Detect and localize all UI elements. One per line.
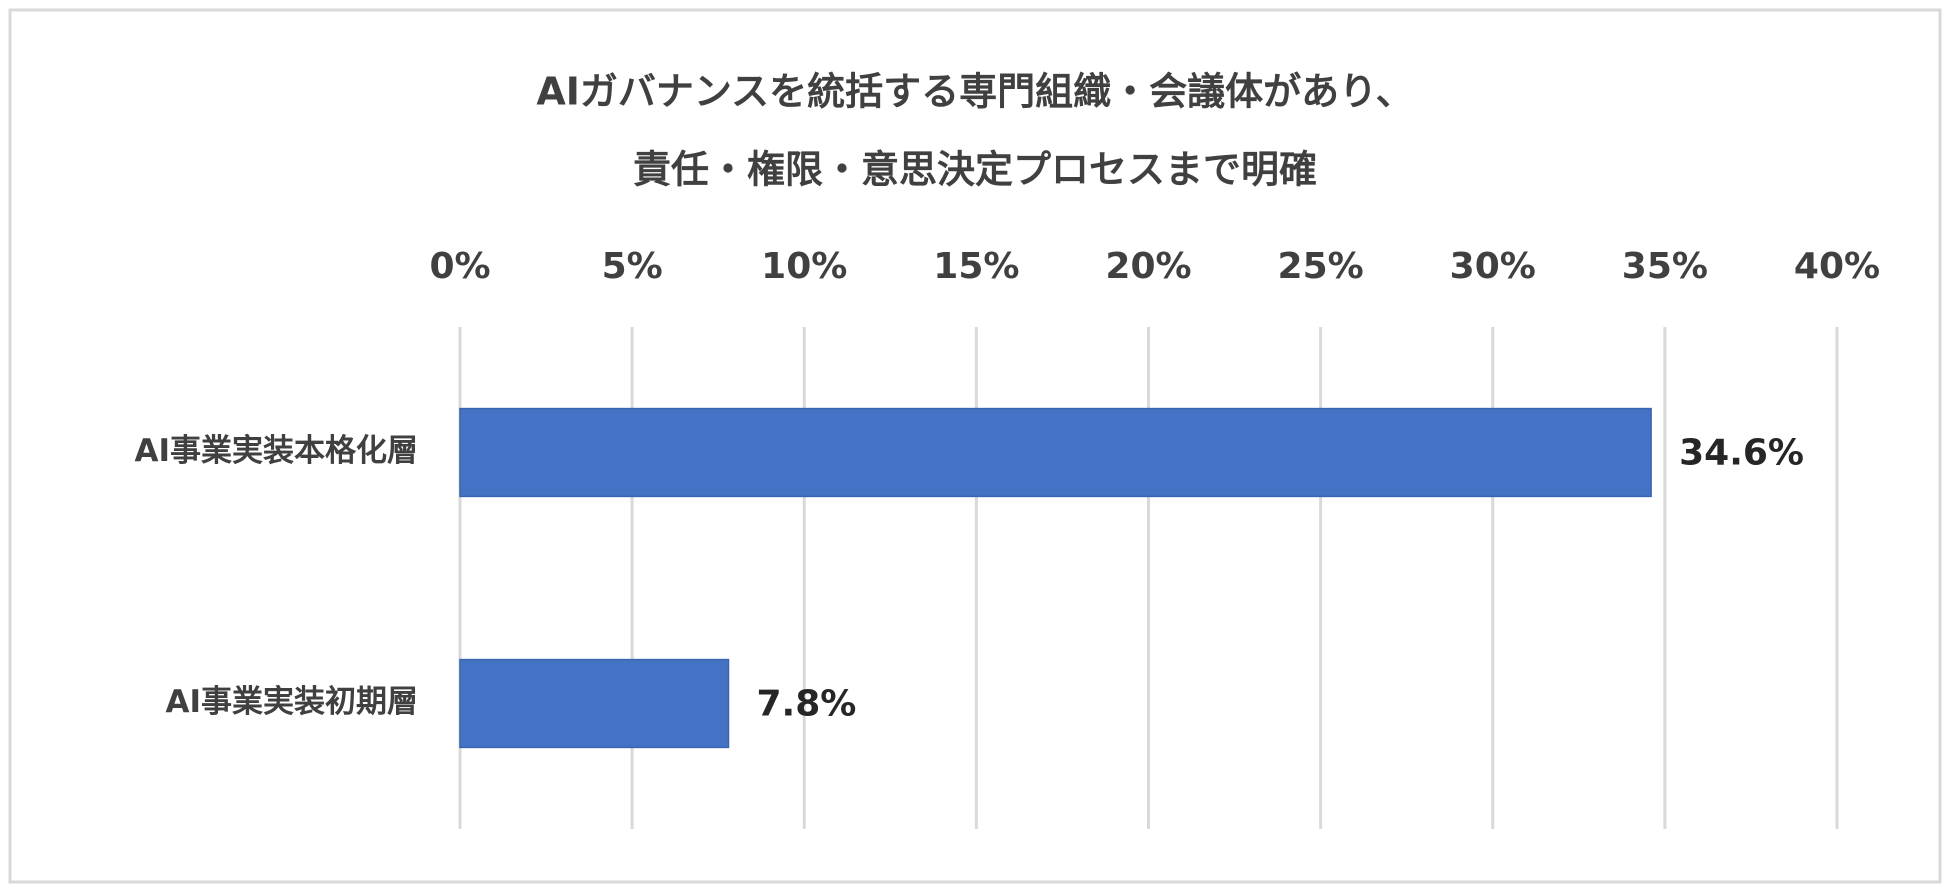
y-tick-label: AI事業実装初期層 [165,684,418,720]
x-tick-label: 0% [429,246,490,287]
x-tick-label: 10% [761,246,847,287]
x-tick-label: 15% [933,246,1019,287]
x-tick-label: 25% [1278,246,1364,287]
x-tick-label: 30% [1450,246,1536,287]
x-tick-label: 40% [1794,246,1880,287]
chart-title: 責任・権限・意思決定プロセスまで明確 [633,148,1317,192]
x-tick-label: 35% [1622,246,1708,287]
bar [459,658,730,749]
y-tick-label: AI事業実装本格化層 [134,433,418,469]
x-tick-label: 5% [602,246,663,287]
chart-title: AIガバナンスを統括する専門組織・会議体があり、 [536,70,1413,114]
x-tick-label: 20% [1105,246,1191,287]
value-label: 34.6% [1679,433,1804,474]
bar [459,407,1652,498]
value-label: 7.8% [757,684,857,725]
